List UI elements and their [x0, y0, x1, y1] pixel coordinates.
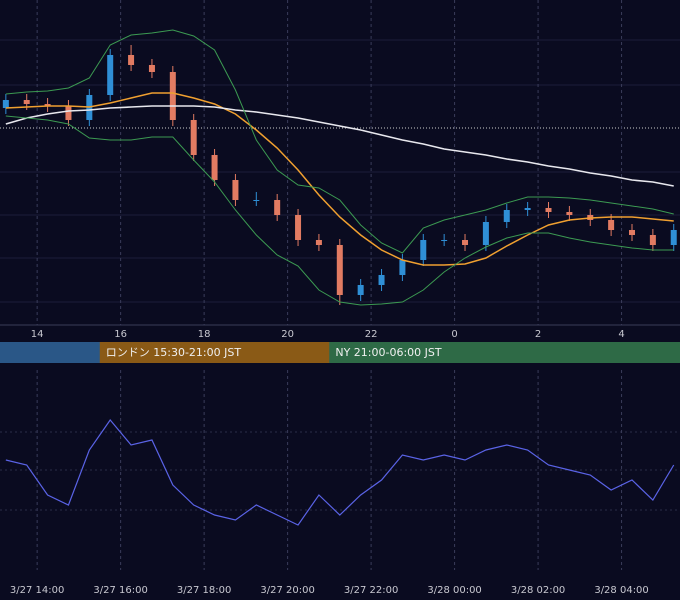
indicator-line [5, 29, 674, 254]
candle-body [524, 208, 531, 210]
x-tick-label: 3/27 22:00 [344, 585, 398, 596]
candle-body [420, 240, 427, 260]
x-tick-label: 4 [618, 329, 624, 340]
indicator-line [5, 105, 674, 187]
candle-body [566, 212, 573, 215]
x-tick-label: 22 [365, 329, 378, 340]
candle-body [211, 155, 218, 180]
candle-body [44, 104, 51, 106]
session-label: ロンドン 15:30-21:00 JST [106, 346, 242, 359]
x-tick-label: 3/27 18:00 [177, 585, 231, 596]
candle-body [107, 55, 114, 95]
candle-body [628, 230, 635, 235]
candle-body [608, 220, 615, 230]
candle-body [649, 235, 656, 245]
x-tick-label: 3/28 04:00 [594, 585, 648, 596]
candle-body [441, 240, 448, 241]
candle-body [503, 210, 510, 222]
candle-body [482, 222, 489, 245]
candle-body [65, 106, 72, 120]
candle-body [545, 208, 552, 212]
candle-body [295, 215, 302, 240]
candle-body [2, 100, 9, 108]
x-tick-label: 3/28 02:00 [511, 585, 565, 596]
session-band [329, 342, 680, 363]
candle-body [169, 72, 176, 120]
indicator-line [5, 115, 674, 306]
x-tick-label: 3/27 14:00 [10, 585, 64, 596]
candle-body [336, 245, 343, 295]
x-tick-label: 3/28 00:00 [427, 585, 481, 596]
oscillator-line [5, 419, 675, 526]
candle-body [378, 275, 385, 285]
x-tick-label: 20 [281, 329, 294, 340]
candle-body [128, 55, 135, 65]
candle-body [357, 285, 364, 295]
osc-levels [0, 431, 680, 511]
candle-body [232, 180, 239, 200]
x-axis-band [0, 325, 680, 341]
x-tick-label: 2 [535, 329, 541, 340]
x-tick-label: 18 [198, 329, 211, 340]
candle-body [253, 200, 260, 201]
candle-body [190, 120, 197, 155]
session-label: NY 21:00-06:00 JST [335, 346, 442, 359]
candle-body [315, 240, 322, 245]
x-tick-label: 16 [114, 329, 127, 340]
indicator-line [5, 92, 674, 266]
x-tick-label: 3/27 20:00 [260, 585, 314, 596]
candle-body [399, 260, 406, 275]
x-tick-label: 3/27 16:00 [93, 585, 147, 596]
candle-body [23, 100, 30, 104]
x-tick-label: 14 [31, 329, 44, 340]
candle-body [274, 200, 281, 215]
candle-body [462, 240, 469, 245]
x-tick-label: 0 [451, 329, 457, 340]
session-band [99, 342, 330, 363]
candle-body [148, 65, 155, 72]
candle-body [670, 230, 677, 245]
